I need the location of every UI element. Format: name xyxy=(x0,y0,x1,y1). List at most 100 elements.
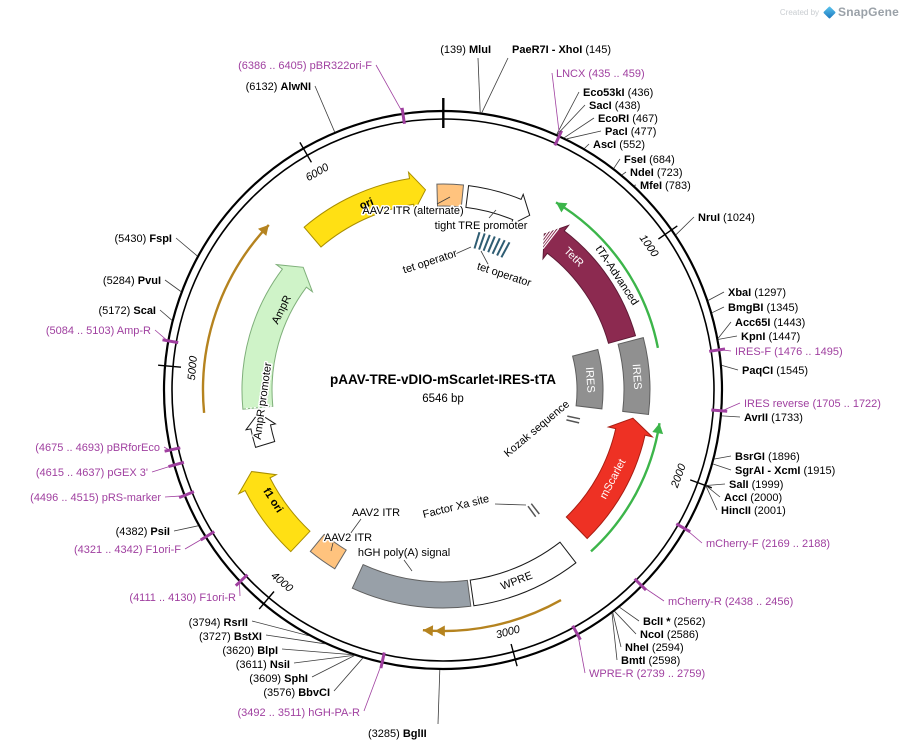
enzyme-label-sphi[interactable]: (3609) SphI xyxy=(248,672,310,687)
primer-label-prs-marker[interactable]: (4496 .. 4515) pRS-marker xyxy=(29,491,163,506)
enzyme-label-acci[interactable]: AccI (2000) xyxy=(723,491,784,506)
leader-rsrii xyxy=(251,620,309,637)
feature-tetr[interactable] xyxy=(542,224,637,344)
feature-ires[interactable] xyxy=(617,336,651,416)
tetr-head-hatch xyxy=(540,226,558,249)
enzyme-label-mfei[interactable]: MfeI (783) xyxy=(639,179,693,194)
feature-ires[interactable] xyxy=(571,348,604,410)
enzyme-label-asci[interactable]: AscI (552) xyxy=(592,138,647,153)
primer-label-amp-r[interactable]: (5084 .. 5103) Amp-R xyxy=(44,324,152,339)
enzyme-label-hincii[interactable]: HincII (2001) xyxy=(720,504,788,519)
factor-xa-mark xyxy=(530,503,540,515)
enzyme-label-bmti[interactable]: BmtI (2598) xyxy=(620,654,682,669)
feature-label-aav2-itr-alternate[interactable]: AAV2 ITR (alternate) xyxy=(361,204,465,219)
enzyme-label-bbvci[interactable]: (3576) BbvCI xyxy=(262,686,332,701)
feature-label-ori[interactable]: ori xyxy=(358,196,376,212)
enzyme-label-acc65i[interactable]: Acc65I (1443) xyxy=(734,316,807,331)
feature-label-kozak-sequence[interactable]: Kozak sequence xyxy=(500,397,573,461)
leader-bmgbi xyxy=(711,306,725,314)
primer-label-pbrforeco[interactable]: (4675 .. 4693) pBRforEco xyxy=(34,441,162,456)
leader-acc65i xyxy=(717,321,732,339)
enzyme-label-bcli[interactable]: BclI * (2562) xyxy=(642,615,707,630)
feature-ori[interactable] xyxy=(303,170,427,248)
orf-arc-tta-advanced-orf xyxy=(555,201,660,349)
tet-operator-mark xyxy=(473,231,481,249)
enzyme-label-alwni[interactable]: (6132) AlwNI xyxy=(244,80,312,95)
primer-label-hgh-pa-r[interactable]: (3492 .. 3511) hGH-PA-R xyxy=(236,706,362,721)
enzyme-label-fspi[interactable]: (5430) FspI xyxy=(113,232,173,247)
enzyme-label-scai[interactable]: (5172) ScaI xyxy=(97,304,158,319)
enzyme-label-rsrii[interactable]: (3794) RsrII xyxy=(187,616,249,631)
enzyme-label-psii[interactable]: (4382) PsiI xyxy=(114,525,171,540)
feature-label-aav2-itr[interactable]: AAV2 ITR xyxy=(350,506,401,521)
feature-tight-tre-promoter[interactable] xyxy=(465,185,531,226)
enzyme-label-paer7i-xhoi[interactable]: PaeR7I - XhoI (145) xyxy=(511,43,613,58)
primer-label-ires-reverse[interactable]: IRES reverse (1705 .. 1722) xyxy=(743,397,883,412)
primer-label-f1ori-r[interactable]: (4111 .. 4130) F1ori-R xyxy=(128,591,238,606)
enzyme-label-sgrai-xcmi[interactable]: SgrAI - XcmI (1915) xyxy=(734,464,837,479)
enzyme-label-bmgbi[interactable]: BmgBI (1345) xyxy=(727,301,800,316)
leader-pbrforeco xyxy=(163,446,170,451)
feature-aav2-itr[interactable] xyxy=(309,533,347,570)
feature-label-aav2-itr[interactable]: AAV2 ITR xyxy=(322,531,373,546)
primer-label-mcherry-r[interactable]: mCherry-R (2438 .. 2456) xyxy=(667,595,795,610)
enzyme-label-saci[interactable]: SacI (438) xyxy=(588,99,642,114)
enzyme-label-ecori[interactable]: EcoRI (467) xyxy=(597,112,660,127)
leader-sphi xyxy=(311,655,355,678)
scale-label-2000: 2000 xyxy=(669,461,689,490)
leader-mlui xyxy=(477,57,481,113)
leader-asci xyxy=(584,143,590,149)
feature-aav2-itr-alternate[interactable] xyxy=(436,183,465,208)
feature-label-factor-xa-site[interactable]: Factor Xa site xyxy=(420,491,492,522)
feature-ampr[interactable] xyxy=(241,263,314,410)
primer-label-mcherry-f[interactable]: mCherry-F (2169 .. 2188) xyxy=(705,537,832,552)
feature-hgh-poly-a-signal[interactable] xyxy=(351,563,472,609)
enzyme-label-pvui[interactable]: (5284) PvuI xyxy=(101,274,162,289)
enzyme-label-ndei[interactable]: NdeI (723) xyxy=(629,166,685,181)
scale-tick-6000 xyxy=(299,142,313,163)
feature-mscarlet[interactable] xyxy=(565,417,654,540)
enzyme-label-avrii[interactable]: AvrII (1733) xyxy=(743,411,805,426)
enzyme-label-fsei[interactable]: FseI (684) xyxy=(623,153,677,168)
leader-mcherry-r xyxy=(642,586,665,602)
tetr-head-hatch xyxy=(542,227,560,250)
scale-label-5000: 5000 xyxy=(186,355,200,381)
feature-label-tet-operator[interactable]: tet operator xyxy=(400,246,461,278)
feature-ampr-promoter[interactable] xyxy=(244,412,277,449)
primer-label-lncx[interactable]: LNCX (435 .. 459) xyxy=(555,67,647,82)
enzyme-label-nsii[interactable]: (3611) NsiI xyxy=(234,658,291,673)
enzyme-label-kpni[interactable]: KpnI (1447) xyxy=(740,330,802,345)
enzyme-label-bsrgi[interactable]: BsrGI (1896) xyxy=(734,450,802,465)
feature-label-hgh-poly-a-signal[interactable]: hGH poly(A) signal xyxy=(356,546,451,561)
leader-fsei xyxy=(613,158,621,169)
enzyme-label-sali[interactable]: SalI (1999) xyxy=(728,478,785,493)
orf-arc-mscarlet-orf xyxy=(590,423,661,553)
leader-wpre-r xyxy=(577,635,586,674)
enzyme-label-xbai[interactable]: XbaI (1297) xyxy=(727,286,788,301)
enzyme-label-paqci[interactable]: PaqCI (1545) xyxy=(741,364,810,379)
leader-bsrgi xyxy=(714,455,732,460)
primer-label-f1ori-f[interactable]: (4321 .. 4342) F1ori-F xyxy=(73,543,183,558)
enzyme-label-paci[interactable]: PacI (477) xyxy=(604,125,658,140)
feature-label-ires[interactable]: IRES xyxy=(583,367,597,393)
enzyme-label-eco53ki[interactable]: Eco53kI (436) xyxy=(582,86,655,101)
primer-label-pbr322ori-f[interactable]: (6386 .. 6405) pBR322ori-F xyxy=(237,59,374,74)
leader-ndei xyxy=(621,171,627,176)
enzyme-label-blpi[interactable]: (3620) BlpI xyxy=(221,644,280,659)
enzyme-label-bstxi[interactable]: (3727) BstXI xyxy=(198,630,264,645)
enzyme-label-nrui[interactable]: NruI (1024) xyxy=(697,211,757,226)
enzyme-label-mlui[interactable]: (139) MluI xyxy=(439,43,493,58)
enzyme-label-nhei[interactable]: NheI (2594) xyxy=(624,641,686,656)
feature-f1-ori[interactable] xyxy=(237,470,311,553)
feature-label-ires[interactable]: IRES xyxy=(630,363,644,389)
feature-wpre[interactable] xyxy=(469,541,577,607)
primer-label-wpre-r[interactable]: WPRE-R (2739 .. 2759) xyxy=(588,667,707,682)
feature-label-tet-operator[interactable]: tet operator xyxy=(474,259,535,291)
enzyme-label-ncoi[interactable]: NcoI (2586) xyxy=(639,628,701,643)
orf-arc-head-mscarlet-orf xyxy=(652,423,664,435)
feature-label-tight-tre-promoter[interactable]: tight TRE promoter xyxy=(433,219,529,234)
primer-label-pgex-3[interactable]: (4615 .. 4637) pGEX 3' xyxy=(34,466,149,481)
primer-label-ires-f[interactable]: IRES-F (1476 .. 1495) xyxy=(734,345,845,360)
enzyme-label-bglii[interactable]: (3285) BglII xyxy=(367,727,429,742)
